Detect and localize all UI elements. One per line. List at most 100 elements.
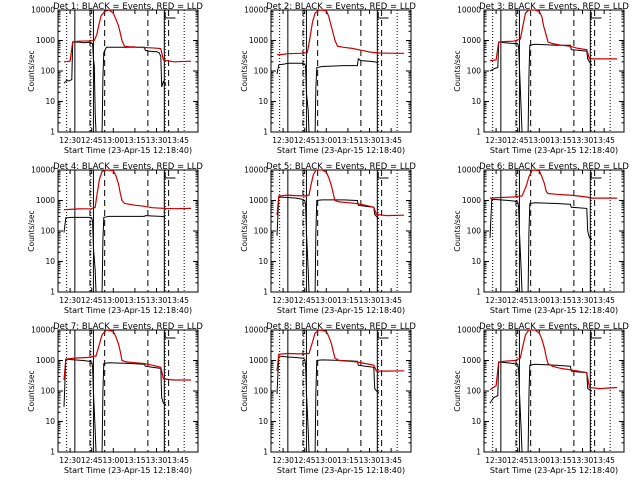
x-tick-label: 13:00 [315,296,337,305]
y-tick-label: 10000 [31,6,55,15]
chart-title: Det 2: BLACK = Events, RED = LLD [266,2,416,12]
x-tick-label: 12:30 [59,296,81,305]
lld-series-line [276,329,405,372]
x-tick-label: 13:45 [167,296,189,305]
chart-title: Det 4: BLACK = Events, RED = LLD [53,162,203,172]
y-tick-label: 1 [263,128,268,137]
chart-panel: 1 10 100 1000 10000 12:30 12:45 13:00 13:15 13:30… [27,162,203,315]
x-tick-label: 12:30 [59,456,81,465]
y-tick-label: 10000 [31,326,55,335]
x-tick-label: 12:45 [81,296,103,305]
y-tick-label: 10 [471,97,481,106]
x-axis-label: Start Time (23-Apr-15 12:18:40) [64,146,192,155]
y-tick-label: 10000 [457,6,481,15]
y-tick-label: 100 [467,227,482,236]
x-tick-label: 12:45 [507,456,529,465]
x-axis-label: Start Time (23-Apr-15 12:18:40) [277,466,405,475]
lld-series-line [63,9,192,63]
y-axis-label: Counts/sec [453,210,462,251]
y-axis-label: Counts/sec [27,370,36,411]
events-series-line [489,361,593,453]
x-tick-label: 13:00 [102,456,124,465]
y-tick-label: 1000 [249,356,268,365]
x-tick-label: 12:30 [272,296,294,305]
chart-title: Det 7: BLACK = Events, RED = LLD [53,322,203,332]
x-tick-label: 12:45 [294,296,316,305]
y-tick-label: 1000 [249,36,268,45]
chart-panel: 1 10 100 1000 10000 12:30 12:45 13:00 13:15 13:30… [27,2,203,155]
x-tick-label: 13:30 [359,136,381,145]
y-tick-label: 100 [467,387,482,396]
lld-series-line [63,329,192,381]
y-tick-label: 10 [471,257,481,266]
corner-marker [590,172,602,179]
events-series-line [489,198,593,293]
y-tick-label: 100 [254,387,269,396]
x-tick-label: 13:45 [593,296,615,305]
y-tick-label: 10000 [31,166,55,175]
corner-marker [377,12,389,19]
x-tick-label: 12:30 [59,136,81,145]
x-tick-label: 13:00 [102,136,124,145]
x-axis-label: Start Time (23-Apr-15 12:18:40) [277,306,405,315]
x-tick-label: 13:15 [337,296,359,305]
x-tick-label: 12:30 [272,456,294,465]
y-tick-label: 1 [263,448,268,457]
chart-title: Det 8: BLACK = Events, RED = LLD [266,322,416,332]
x-tick-label: 13:00 [528,296,550,305]
chart-panel: 1 10 100 1000 10000 12:30 12:45 13:00 13:15 13:30… [453,322,629,475]
x-tick-label: 13:15 [550,456,572,465]
y-tick-label: 10 [45,97,55,106]
y-tick-label: 1000 [36,36,55,45]
y-tick-label: 10 [471,417,481,426]
x-tick-label: 13:15 [337,136,359,145]
plot-frame [57,329,199,453]
lld-series-line [489,169,618,199]
x-tick-label: 13:15 [124,456,146,465]
lld-series-line [489,9,618,62]
chart-title: Det 9: BLACK = Events, RED = LLD [479,322,629,332]
y-axis-label: Counts/sec [240,370,249,411]
x-tick-label: 13:00 [102,296,124,305]
y-axis-label: Counts/sec [240,50,249,91]
y-tick-label: 1 [476,128,481,137]
x-tick-label: 13:30 [146,136,168,145]
y-tick-label: 100 [254,227,269,236]
corner-marker [164,12,176,19]
x-tick-label: 13:30 [359,456,381,465]
x-axis-label: Start Time (23-Apr-15 12:18:40) [490,466,618,475]
x-tick-label: 13:15 [337,456,359,465]
x-tick-label: 13:30 [146,296,168,305]
y-axis-label: Counts/sec [453,370,462,411]
plot-frame [57,9,199,133]
chart-title: Det 6: BLACK = Events, RED = LLD [479,162,629,172]
y-tick-label: 100 [467,67,482,76]
x-axis-label: Start Time (23-Apr-15 12:18:40) [64,466,192,475]
y-tick-label: 1 [476,288,481,297]
y-tick-label: 100 [41,67,56,76]
x-tick-label: 13:00 [315,456,337,465]
events-series-line [276,196,380,293]
x-tick-label: 13:45 [167,136,189,145]
y-tick-label: 10 [45,417,55,426]
events-series-line [489,41,593,133]
x-tick-label: 12:45 [294,456,316,465]
x-tick-label: 13:45 [380,456,402,465]
y-tick-label: 1 [50,288,55,297]
x-tick-label: 12:45 [81,136,103,145]
y-tick-label: 1000 [462,36,481,45]
y-tick-label: 10 [258,257,268,266]
corner-marker [590,332,602,339]
x-tick-label: 13:30 [146,456,168,465]
x-tick-label: 13:45 [380,296,402,305]
x-tick-label: 13:00 [528,136,550,145]
y-tick-label: 1000 [462,196,481,205]
y-tick-label: 1 [476,448,481,457]
x-tick-label: 13:00 [315,136,337,145]
x-tick-label: 13:45 [380,136,402,145]
x-axis-label: Start Time (23-Apr-15 12:18:40) [490,306,618,315]
plot-frame [483,329,625,453]
y-tick-label: 10000 [244,166,268,175]
x-tick-label: 13:45 [593,136,615,145]
